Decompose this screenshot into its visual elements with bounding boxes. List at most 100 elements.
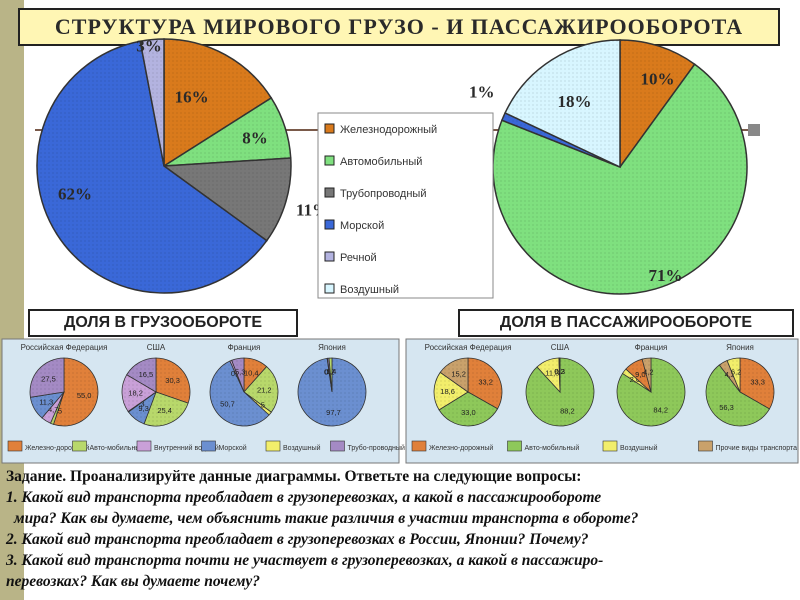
pass-japan-slice-0-label: 33,3 xyxy=(750,377,765,386)
cargo-russia-slice-3-texture xyxy=(30,392,65,418)
pass-france-slice-1-label: 2,6 xyxy=(630,375,640,384)
pass-japan-slice-2-texture xyxy=(719,360,740,392)
cargo-usa-title: США xyxy=(147,343,166,352)
pass-france-slice-2-label: 9,0 xyxy=(635,370,645,379)
cargo-usa-slice-0-texture xyxy=(156,358,191,404)
mini-cargo-legend-label-5: Трубо-проводный xyxy=(348,444,405,452)
passenger-share-label: ДОЛЯ В ПАССАЖИРООБОРОТЕ xyxy=(458,309,794,337)
mini-cargo-legend-label-0: Железно-дорожный xyxy=(25,444,89,452)
mini-pass-legend-swatch-2 xyxy=(602,440,618,452)
cargo-usa-slice-2-texture xyxy=(128,392,156,424)
cargo-france-slice-5-label: 5,3 xyxy=(235,368,245,377)
pass-japan-slice-0-texture xyxy=(740,358,774,409)
passenger-slice-0-label: 10% xyxy=(641,69,675,88)
cargo-russia-slice-4-texture xyxy=(30,358,65,398)
pass-usa-slice-3-label: 0,3 xyxy=(555,367,565,376)
pass-france-slice-3-texture xyxy=(642,358,651,392)
passenger-slice-1-texture xyxy=(492,64,747,294)
pass-usa-slice-1-label: 11,3 xyxy=(545,369,559,378)
mini-pass-legend-label-2: Воздушный xyxy=(620,444,658,452)
legend-label-3: Морской xyxy=(340,220,384,232)
mini-cargo-charts: Российская Федерация55,01,54,711,327,5СШ… xyxy=(1,338,405,464)
pass-russia-slice-2-label: 18,6 xyxy=(440,387,455,396)
pass-russia-slice-3-label: 15,2 xyxy=(451,370,466,379)
mini-cargo-legend-swatch-3 xyxy=(201,440,216,452)
pass-usa-slice-3-texture xyxy=(559,358,560,392)
legend-label-2: Трубопроводный xyxy=(340,188,426,200)
cargo-usa-slice-1-texture xyxy=(144,392,189,426)
cargo-slice-2-texture xyxy=(164,158,291,241)
cargo-russia-slice-3-label: 11,3 xyxy=(39,398,53,407)
legend-swatch-5 xyxy=(324,283,335,294)
legend-swatch-0 xyxy=(324,123,335,134)
pass-usa-slice-1-texture xyxy=(537,358,560,392)
cargo-japan-title: Япония xyxy=(318,343,346,352)
cargo-usa-slice-4-texture xyxy=(121,374,156,412)
mini-cargo-legend-label-1: Авто-мобильный xyxy=(90,444,145,452)
legend-label-1: Автомобильный xyxy=(340,156,422,168)
pass-russia-slice-1-texture xyxy=(439,392,498,426)
mini-pass-legend-label-3: Прочие виды транспорта xyxy=(716,445,798,452)
mini-pass-legend-swatch-1 xyxy=(507,440,522,452)
mini-cargo-legend-swatch-4 xyxy=(265,440,281,452)
legend-label-4: Речной xyxy=(340,252,377,264)
passenger-slice-0-texture xyxy=(620,40,695,167)
cargo-usa-slice-5-label: 16,5 xyxy=(139,370,154,379)
pass-russia-slice-1-label: 33,0 xyxy=(461,408,476,417)
decorative-sidebar xyxy=(0,0,24,600)
pass-france-slice-1-texture xyxy=(622,369,651,392)
legend-box xyxy=(317,112,494,299)
passenger-pie-chart: 10% 71% 1% 18% xyxy=(469,39,748,295)
pass-japan-slice-3-texture xyxy=(727,358,740,392)
chart-legend: Железнодорожный Автомобильный Трубопроводн… xyxy=(317,112,494,299)
task-text: Задание. Проанализируйте данные диаграмм… xyxy=(6,466,796,592)
cargo-japan-slice-3-texture xyxy=(329,358,332,392)
task-heading: Задание. Проанализируйте данные диаграмм… xyxy=(6,468,582,485)
cargo-russia-title: Российская Федерация xyxy=(21,343,108,352)
cargo-russia-slice-1-label: 1,5 xyxy=(52,407,62,416)
cargo-france-slice-2-label: 1,5 xyxy=(255,401,265,410)
connector-end xyxy=(748,124,760,136)
pass-russia-slice-0-label: 33,2 xyxy=(478,377,493,386)
pass-france-title: Франция xyxy=(635,343,668,352)
cargo-usa-slice-4-label: 18,2 xyxy=(128,388,143,397)
cargo-slice-0-label: 16% xyxy=(175,88,209,107)
cargo-slice-1-texture xyxy=(164,97,291,166)
cargo-slice-1-label: 8% xyxy=(242,129,268,148)
mini-pass-legend-swatch-3 xyxy=(698,440,713,452)
cargo-slice-3-label: 62% xyxy=(58,184,92,203)
pass-france-slice-0-label: 84,2 xyxy=(653,406,668,415)
mini-pass-legend-label-0: Железно-дорожный xyxy=(429,444,493,452)
cargo-japan-slice-2-label: 0,7 xyxy=(325,367,335,376)
pass-japan-slice-2-label: 4,2 xyxy=(725,370,735,379)
legend-label-5: Воздушный xyxy=(340,284,399,296)
cargo-france-slice-4-texture xyxy=(229,360,244,392)
cargo-slice-3-texture xyxy=(36,41,267,294)
cargo-russia-slice-4-label: 27,5 xyxy=(41,374,56,383)
legend-swatch-4 xyxy=(324,251,335,262)
pass-russia-slice-2-texture xyxy=(434,372,468,410)
legend-label-0: Железнодорожный xyxy=(340,124,437,136)
pass-japan-slice-3-label: 6,2 xyxy=(731,368,741,377)
legend-swatch-3 xyxy=(324,219,335,230)
legend-swatch-1 xyxy=(324,155,335,166)
pass-russia-slice-0-texture xyxy=(468,358,502,409)
pass-russia-slice-3-texture xyxy=(440,358,468,392)
pass-japan-title: Япония xyxy=(726,343,754,352)
pass-japan-slice-1-label: 56,3 xyxy=(719,403,734,412)
passenger-slice-3-label: 18% xyxy=(558,92,592,111)
page-title: СТРУКТУРА МИРОВОГО ГРУЗО - И ПАССАЖИРООБ… xyxy=(18,8,780,46)
cargo-france-slice-1-label: 21,2 xyxy=(257,386,272,395)
pass-usa-title: США xyxy=(551,343,570,352)
passenger-slice-2-label: 1% xyxy=(469,82,495,101)
pass-russia-title: Российская Федерация xyxy=(425,343,512,352)
pass-japan-slice-1-texture xyxy=(705,365,770,427)
cargo-russia-slice-0-label: 55,0 xyxy=(77,391,92,400)
cargo-russia-slice-2-texture xyxy=(42,392,64,424)
pass-france-slice-2-texture xyxy=(625,359,651,392)
cargo-usa-slice-0-label: 30,3 xyxy=(165,376,180,385)
mini-cargo-legend-label-2: Внутренний водный xyxy=(154,444,219,452)
mini-pass-legend-label-1: Авто-мобильный xyxy=(525,444,580,452)
cargo-france-slice-3-label: 50,7 xyxy=(220,400,235,409)
